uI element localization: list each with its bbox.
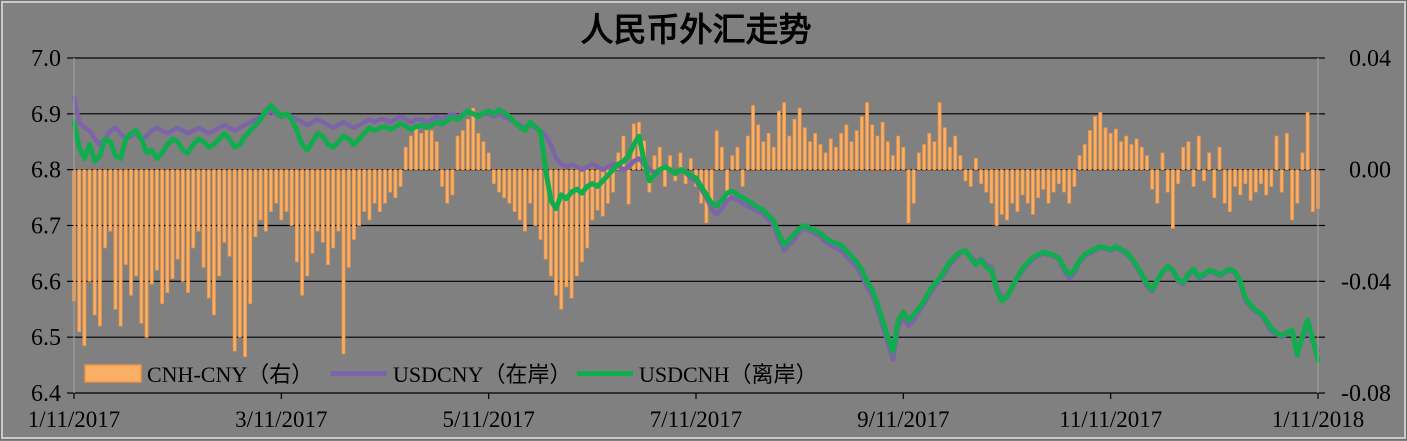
x-tick-label: 11/11/2017 (1059, 407, 1162, 432)
line-series-layer (71, 94, 1321, 364)
legend-swatch-bar (84, 364, 142, 383)
y-left-tick-label: 6.7 (31, 214, 61, 240)
y-left-tick-label: 6.5 (31, 325, 61, 351)
x-tick-label: 7/11/2017 (650, 407, 742, 432)
x-tick-label: 3/11/2017 (235, 407, 327, 432)
y-left-tick-label: 6.4 (31, 381, 61, 407)
legend: CNH-CNY（右） USDCNY（在岸） USDCNH（离岸） (84, 362, 817, 387)
y-left-tick-label: 6.6 (31, 269, 61, 295)
x-tick-label: 1/11/2017 (28, 407, 120, 432)
legend-label-usdcny: USDCNY（在岸） (393, 362, 571, 387)
gridlines (74, 57, 1318, 394)
x-axis-labels: 1/11/2017 3/11/2017 5/11/2017 7/11/2017 … (28, 407, 1364, 432)
legend-label-usdcnh: USDCNH（离岸） (639, 362, 817, 387)
y-right-tick-label: 0.00 (1349, 158, 1391, 184)
y-left-tick-label: 7.0 (31, 46, 61, 72)
axes (67, 57, 1325, 399)
y-left-tick-label: 6.9 (31, 102, 61, 128)
y-axis-left-labels: 7.0 6.9 6.8 6.7 6.6 6.5 6.4 (31, 46, 61, 407)
y-right-tick-label: 0.04 (1349, 46, 1391, 72)
y-right-tick-label: -0.04 (1341, 269, 1391, 295)
legend-label-cnh-cny: CNH-CNY（右） (147, 362, 313, 387)
y-right-tick-label: -0.08 (1341, 381, 1391, 407)
chart-title: 人民币外汇走势 (581, 12, 812, 49)
y-left-tick-label: 6.8 (31, 158, 61, 184)
bar-series-cnh-cny-spread (72, 102, 1320, 358)
y-axis-right-labels: 0.04 0.00 -0.04 -0.08 (1341, 46, 1391, 407)
x-tick-label: 1/11/2018 (1272, 407, 1364, 432)
x-tick-label: 9/11/2017 (857, 407, 949, 432)
x-tick-label: 5/11/2017 (442, 407, 534, 432)
